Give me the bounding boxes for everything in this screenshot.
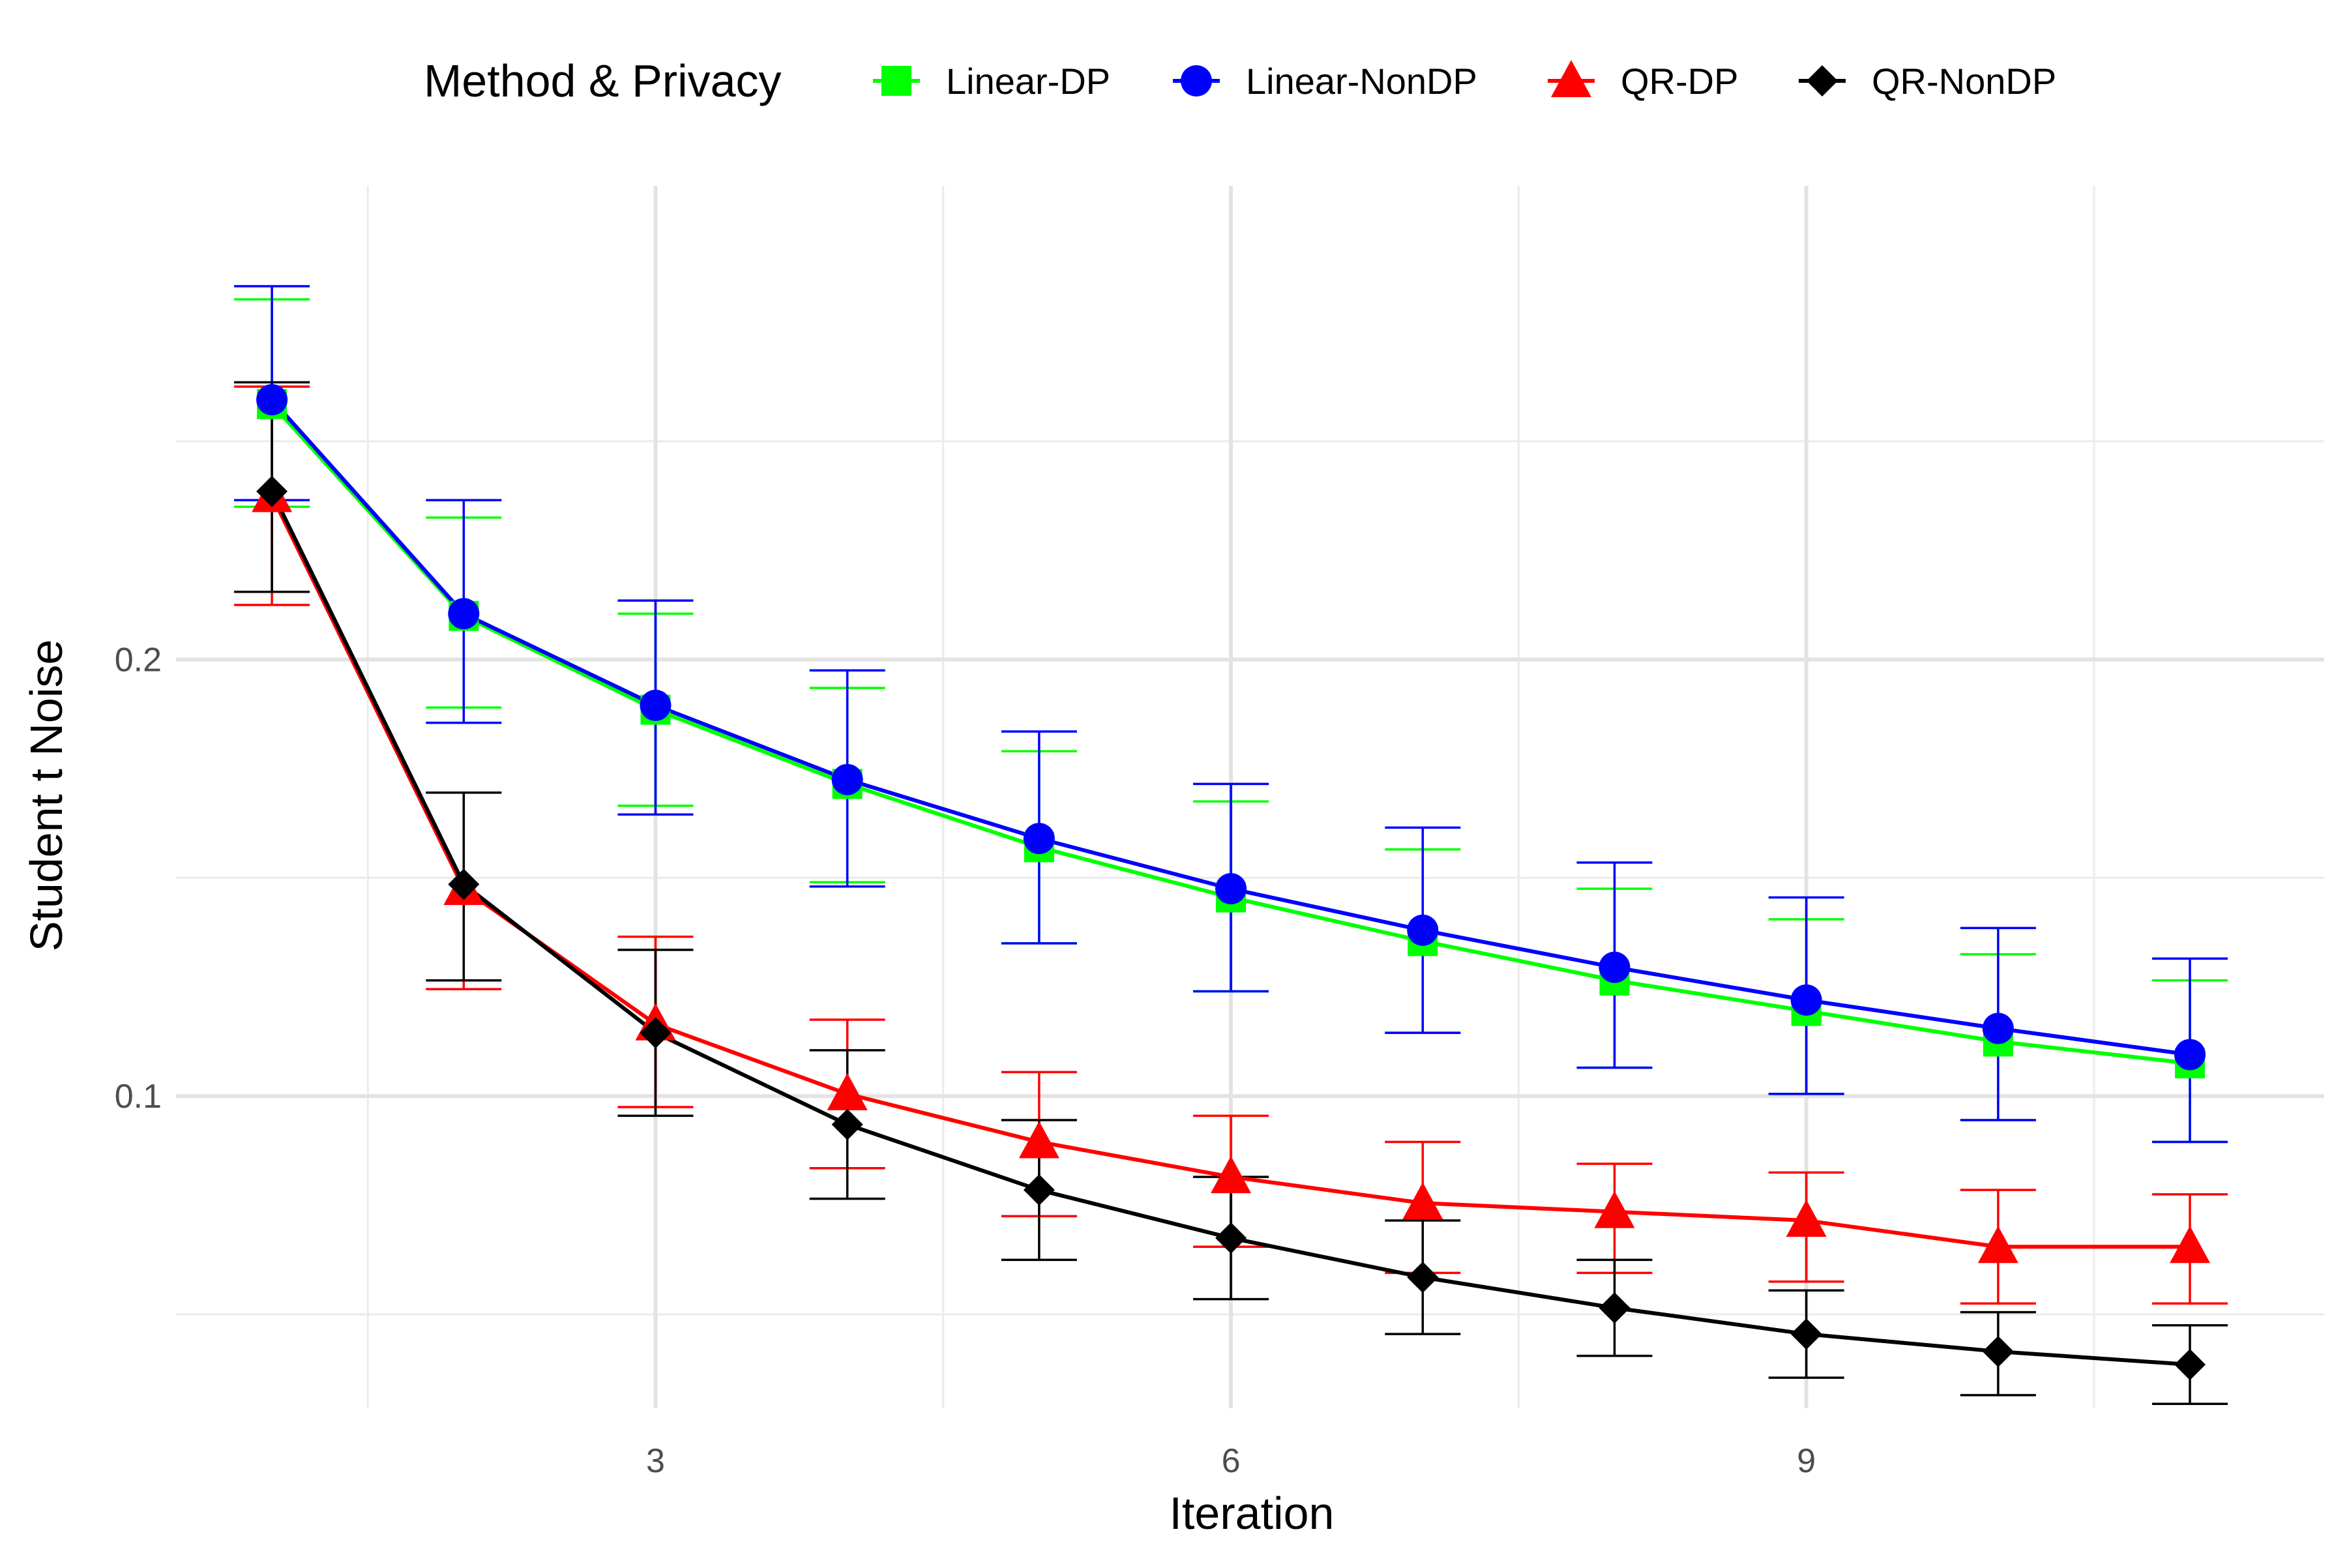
- data-point-qr-nondp: [1982, 1335, 2014, 1367]
- legend-label: QR-NonDP: [1872, 61, 2056, 102]
- legend-key-marker: [1807, 65, 1838, 96]
- data-point-qr-dp: [1402, 1182, 1443, 1220]
- x-tick-label: 9: [1797, 1442, 1816, 1480]
- data-point-linear-nondp: [640, 689, 672, 721]
- data-point-qr-nondp: [1790, 1318, 1822, 1350]
- data-point-qr-nondp: [1215, 1222, 1247, 1254]
- data-point-linear-nondp: [1599, 951, 1631, 983]
- data-point-qr-dp: [1786, 1200, 1827, 1237]
- data-point-qr-dp: [1977, 1226, 2018, 1264]
- data-point-qr-dp: [1211, 1156, 1252, 1194]
- legend-label: Linear-DP: [946, 61, 1110, 102]
- data-point-qr-dp: [1594, 1191, 1635, 1228]
- major-gridlines: [176, 186, 2324, 1408]
- data-point-qr-nondp: [831, 1108, 863, 1140]
- data-point-linear-nondp: [1982, 1013, 2014, 1044]
- data-point-qr-nondp: [640, 1017, 672, 1049]
- data-point-linear-nondp: [2174, 1039, 2206, 1071]
- legend-item-linear-dp: Linear-DP: [873, 61, 1110, 102]
- legend-key-marker: [881, 66, 911, 96]
- legend: Method & Privacy Linear-DP Linear-NonDP QR…: [424, 55, 2056, 106]
- data-point-linear-nondp: [1023, 823, 1055, 855]
- minor-gridlines: [176, 186, 2324, 1408]
- data-point-qr-nondp: [256, 475, 288, 507]
- data-point-qr-nondp: [448, 868, 480, 900]
- data-point-qr-dp: [2170, 1226, 2211, 1264]
- legend-label: QR-DP: [1621, 61, 1738, 102]
- tick-labels: 3 6 9 0.1 0.2: [115, 642, 1816, 1480]
- legend-label: Linear-NonDP: [1246, 61, 1477, 102]
- y-axis-title: Student t Noise: [21, 640, 72, 952]
- data-point-linear-nondp: [831, 763, 863, 795]
- legend-item-qr-nondp: QR-NonDP: [1799, 61, 2056, 102]
- x-axis-title: Iteration: [1170, 1488, 1335, 1539]
- data-point-linear-nondp: [256, 384, 288, 416]
- data-point-linear-nondp: [1407, 914, 1439, 946]
- legend-item-linear-nondp: Linear-NonDP: [1173, 61, 1477, 102]
- data-point-qr-nondp: [1407, 1262, 1439, 1294]
- y-tick-label: 0.1: [115, 1078, 162, 1116]
- legend-item-qr-dp: QR-DP: [1548, 60, 1738, 102]
- legend-title: Method & Privacy: [424, 55, 782, 106]
- y-tick-label: 0.2: [115, 642, 162, 679]
- series-markers: [252, 384, 2211, 1381]
- data-point-qr-dp: [1018, 1121, 1059, 1159]
- data-point-linear-nondp: [448, 598, 480, 630]
- data-point-qr-dp: [827, 1072, 868, 1110]
- x-tick-label: 3: [646, 1442, 665, 1480]
- x-tick-label: 6: [1222, 1442, 1241, 1480]
- legend-key-marker: [1181, 65, 1212, 96]
- data-point-linear-nondp: [1215, 873, 1247, 905]
- data-point-linear-nondp: [1790, 984, 1822, 1016]
- legend-key-marker: [1551, 60, 1591, 97]
- data-point-qr-nondp: [2174, 1349, 2206, 1381]
- data-point-qr-nondp: [1023, 1174, 1055, 1206]
- data-point-qr-nondp: [1599, 1292, 1631, 1324]
